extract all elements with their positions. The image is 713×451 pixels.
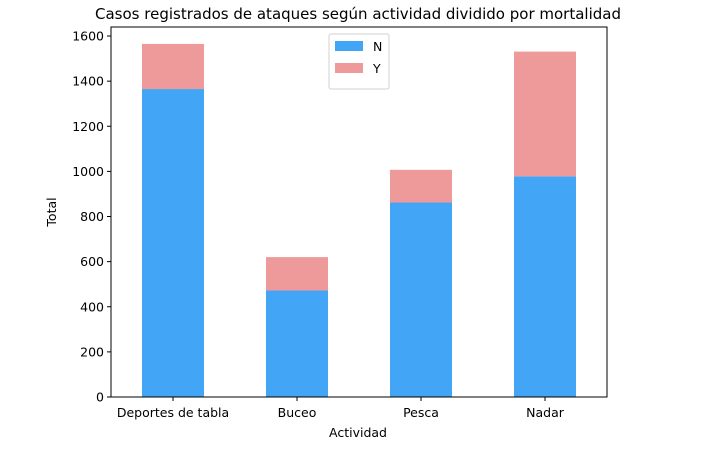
chart-title: Casos registrados de ataques según activ… [95, 5, 621, 23]
y-tick-label: 200 [80, 344, 104, 359]
y-tick-label: 0 [96, 390, 104, 405]
x-tick-label: Buceo [278, 405, 317, 420]
y-tick-label: 1400 [72, 74, 104, 89]
y-tick-label: 1600 [72, 29, 104, 44]
y-tick-label: 1200 [72, 119, 104, 134]
bar-n-0 [142, 89, 204, 397]
legend: NY [328, 33, 390, 90]
bar-n-1 [266, 290, 328, 397]
legend-label-y: Y [372, 61, 381, 76]
legend-swatch-y [335, 63, 363, 73]
plot-area: Deportes de tabla Buceo Pesca Nadar 0 200 400 6… [72, 26, 608, 420]
y-tick-label: 600 [80, 254, 104, 269]
bar-y-1 [266, 257, 328, 291]
x-tick-label: Deportes de tabla [117, 405, 229, 420]
bar-y-0 [142, 43, 204, 90]
y-tick-label: 800 [80, 209, 104, 224]
bar-n-2 [390, 202, 452, 397]
legend-label-n: N [373, 39, 382, 54]
y-tick-label: 1000 [72, 164, 104, 179]
x-tick-label: Pesca [403, 405, 439, 420]
plot-frame [110, 26, 608, 398]
x-tick-label: Nadar [526, 405, 565, 420]
bar-n-3 [514, 176, 576, 397]
bar-y-3 [514, 51, 576, 177]
bar-y-2 [390, 169, 452, 203]
y-tick-label: 400 [80, 299, 104, 314]
y-axis-label: Total [44, 197, 59, 227]
legend-swatch-n [335, 41, 363, 51]
x-axis-label: Actividad [329, 425, 387, 440]
